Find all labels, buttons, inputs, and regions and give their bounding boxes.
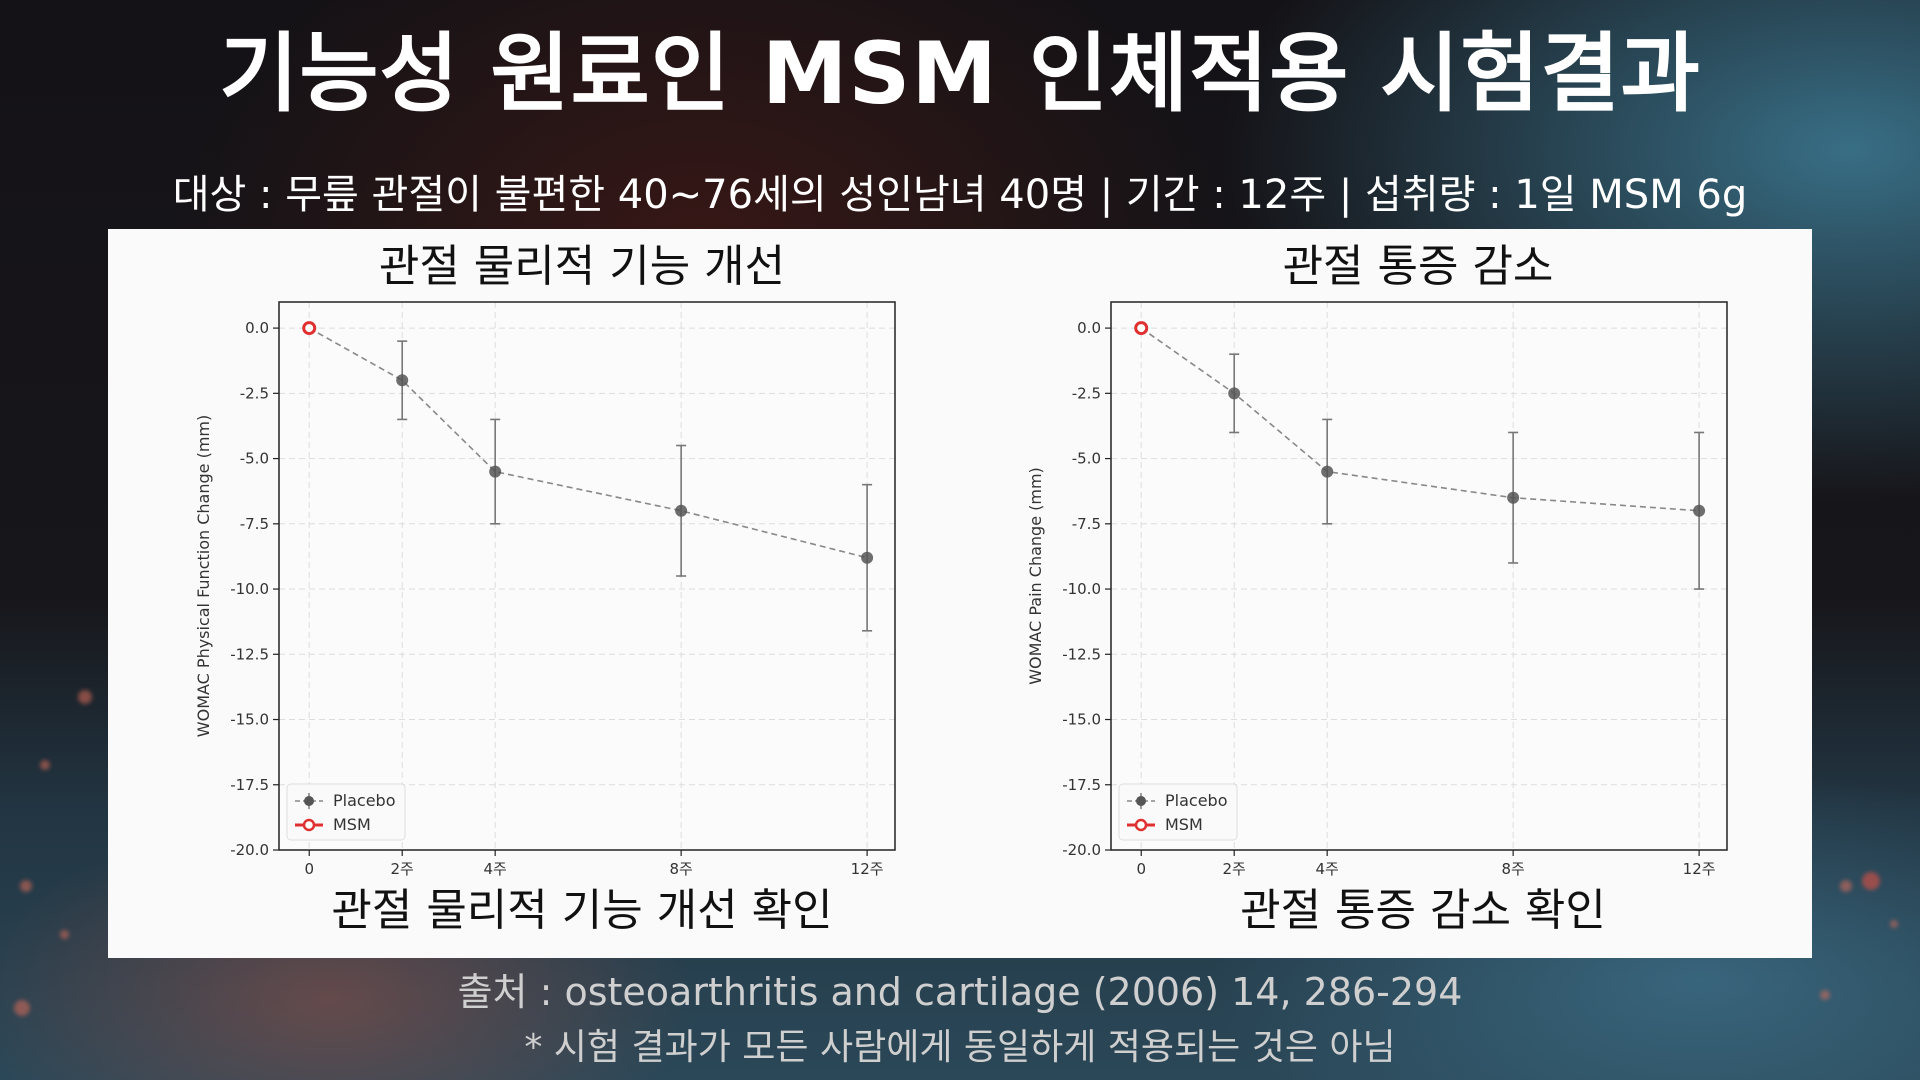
chart-panel: 관절 물리적 기능 개선 관절 통증 감소 0.0 -2.5 -5.0 -7.5 -10… (108, 229, 1812, 958)
chart-title-pain: 관절 통증 감소 (1282, 241, 1554, 292)
placebo-point (1321, 465, 1334, 478)
y-tick-label: -2.5 (1072, 384, 1101, 402)
y-tick-label: -15.0 (230, 711, 269, 729)
placebo-point (675, 504, 688, 517)
y-tick-label: -2.5 (240, 384, 269, 402)
plot-frame (1110, 301, 1728, 851)
x-tick-label: 12주 (1683, 860, 1716, 878)
legend-placebo-label: Placebo (333, 791, 395, 810)
x-tick-label: 0 (1136, 860, 1146, 878)
y-tick-label: -10.0 (230, 580, 269, 598)
msm-point (1134, 321, 1149, 336)
y-tick-label: -5.0 (240, 450, 269, 468)
msm-point (302, 321, 317, 336)
placebo-point (861, 551, 874, 564)
legend-placebo-marker-icon (1136, 796, 1146, 806)
y-tick-label: 0.0 (1077, 319, 1101, 337)
legend-placebo-label: Placebo (1165, 791, 1227, 810)
x-tick-label: 0 (304, 860, 314, 878)
y-axis-label: WOMAC Pain Change (mm) (1026, 467, 1045, 685)
x-tick-label: 2주 (1223, 860, 1246, 878)
y-tick-label: -12.5 (1062, 645, 1101, 663)
y-tick-label: -17.5 (1062, 776, 1101, 794)
x-tick-label: 12주 (851, 860, 884, 878)
chart-title-function: 관절 물리적 기능 개선 (378, 241, 786, 292)
legend-msm-label: MSM (333, 815, 371, 834)
study-summary: 대상 : 무릎 관절이 불편한 40~76세의 성인남녀 40명 | 기간 : … (172, 172, 1748, 218)
placebo-point (1507, 491, 1520, 504)
y-tick-label: -7.5 (240, 515, 269, 533)
placebo-point (396, 374, 409, 387)
chart-pain: 0.0 -2.5 -5.0 -7.5 -10.0 -12.5 -15.0 -17.5 -20.0… (1026, 301, 1728, 878)
x-tick-label: 8주 (1501, 860, 1524, 878)
caption-pain: 관절 통증 감소 확인 (1240, 885, 1606, 936)
plot-frame (278, 301, 896, 851)
plot-area (279, 302, 895, 850)
y-tick-label: -5.0 (1072, 450, 1101, 468)
y-axis-label: WOMAC Physical Function Change (mm) (194, 415, 213, 737)
y-tick-label: -10.0 (1062, 580, 1101, 598)
legend-placebo-marker-icon (304, 796, 314, 806)
x-tick-label: 2주 (391, 860, 414, 878)
y-tick-label: -17.5 (230, 776, 269, 794)
plot-area (1111, 302, 1727, 850)
y-tick-label: -7.5 (1072, 515, 1101, 533)
placebo-point (489, 465, 502, 478)
y-tick-label: -20.0 (1062, 841, 1101, 859)
y-tick-label: -20.0 (230, 841, 269, 859)
legend: Placebo MSM (1118, 783, 1238, 841)
legend: Placebo MSM (286, 783, 406, 841)
x-tick-label: 4주 (484, 860, 507, 878)
caption-function: 관절 물리적 기능 개선 확인 (331, 885, 833, 936)
y-tick-label: -15.0 (1062, 711, 1101, 729)
placebo-line (308, 327, 868, 559)
placebo-point (1228, 387, 1241, 400)
x-tick-label: 8주 (669, 860, 692, 878)
page-title: 기능성 원료인 MSM 인체적용 시험결과 (219, 24, 1701, 124)
y-tick-label: -12.5 (230, 645, 269, 663)
disclaimer-note: * 시험 결과가 모든 사람에게 동일하게 적용되는 것은 아님 (524, 1027, 1396, 1068)
legend-msm-label: MSM (1165, 815, 1203, 834)
chart-physical-function: 0.0 -2.5 -5.0 -7.5 -10.0 -12.5 -15.0 -17.5 -20.0… (194, 301, 896, 878)
source-citation: 출처 : osteoarthritis and cartilage (2006)… (457, 970, 1463, 1014)
placebo-point (1693, 504, 1706, 517)
x-tick-label: 4주 (1316, 860, 1339, 878)
y-tick-label: 0.0 (245, 319, 269, 337)
legend-msm-marker-icon (1134, 818, 1148, 832)
legend-msm-marker-icon (302, 818, 316, 832)
